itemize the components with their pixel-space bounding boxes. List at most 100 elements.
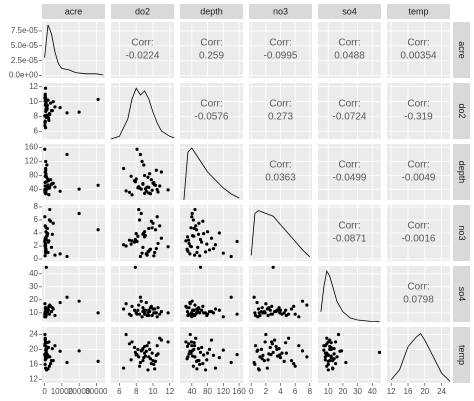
scatter-point [44,168,48,172]
scatter-point [44,235,48,239]
strip-bg [453,205,470,261]
scatter-point [336,332,341,337]
scatter-point [205,230,210,234]
scatter-point [332,352,336,356]
scatter-point [135,239,139,244]
scatter-point [213,243,218,247]
scatter-point [50,347,54,351]
panel [111,205,174,261]
corr-label: Corr: [407,99,429,110]
scatter-point [205,358,209,362]
strip-bg [111,4,174,19]
scatter-point [146,368,150,372]
x-tick-label: 0 [42,387,47,396]
scatter-point [191,218,195,222]
scatter-point [96,311,100,315]
scatter-point [124,332,128,337]
scatter-point [284,313,288,318]
scatter-point [144,349,148,353]
scatter-point [297,315,301,319]
y-tick-label: 20 [29,345,38,354]
scatter-point [143,173,147,178]
scatter-point [235,353,239,357]
scatter-point [44,191,48,195]
scatter-point [45,226,49,231]
scatter-point [154,247,158,251]
panel: Corr: 0.273 [249,83,312,139]
scatter-point [326,359,330,363]
x-tick-label: 20000 [68,387,91,396]
scatter-point [202,232,206,236]
scatter-point [159,309,163,314]
column-strip-label: temp [408,6,428,16]
panel-bg [318,266,381,322]
scatter-point [252,295,256,299]
scatter-point [44,180,48,184]
scatter-point [43,188,48,192]
scatter-point [198,350,203,354]
scatter-point [77,349,81,353]
corr-value: 0.00354 [400,51,437,62]
scatter-point [141,181,145,186]
scatter-point [150,313,154,318]
panel [111,265,174,322]
corr-label: Corr: [338,160,360,171]
panel-bg [111,327,174,383]
scatter-point [58,349,62,353]
scatter-point [43,119,47,123]
scatter-point [194,359,199,363]
scatter-point [148,357,153,361]
y-tick-label: 120 [25,157,39,166]
y-tick-label: 12 [29,82,38,91]
panel-bg [111,266,174,322]
x-tick-label: 10 [324,387,333,396]
scatter-point [44,311,48,315]
scatter-point [195,250,199,255]
strip-bg [453,144,470,200]
panel-bg [387,327,450,383]
y-tick-label: 2.5e-05 [11,56,39,65]
scatter-point [184,340,188,344]
scatter-point [96,359,100,363]
row-strip-label: acre [457,41,467,59]
scatter-point [143,191,147,195]
scatter-point [153,359,158,363]
y-tick-label: 16 [29,359,38,368]
panel [42,327,105,383]
corr-label: Corr: [269,160,291,171]
scatter-point [331,367,335,371]
strip-bg [387,4,450,19]
scatter-point [201,361,205,366]
scatter-point [269,353,273,357]
scatter-point [193,303,197,307]
scatter-point [187,342,191,346]
scatter-point [151,359,155,363]
y-tick-label: 12 [29,374,38,383]
scatter-point [145,253,149,257]
corr-label: Corr: [200,38,222,49]
scatter-point [65,152,69,157]
scatter-point [305,303,309,307]
scatter-point [53,344,57,348]
scatter-point [45,185,49,189]
panel [180,265,243,322]
corr-label: Corr: [407,221,429,232]
scatter-point [147,308,151,312]
scatter-point [141,245,145,249]
scatter-point [149,178,153,182]
scatter-point [323,344,327,348]
scatter-point [132,308,137,312]
panel: Corr: 0.0363 [249,144,312,200]
scatter-point [136,308,140,312]
scatter-point [265,366,269,370]
panel [318,327,382,383]
scatter-point [293,364,297,368]
scatter-point [221,348,225,352]
scatter-point [142,356,146,360]
scatter-point [333,361,338,366]
x-tick-label: 8 [134,387,139,396]
scatter-point [43,358,47,362]
scatter-point [155,215,159,219]
scatter-point [49,178,53,182]
